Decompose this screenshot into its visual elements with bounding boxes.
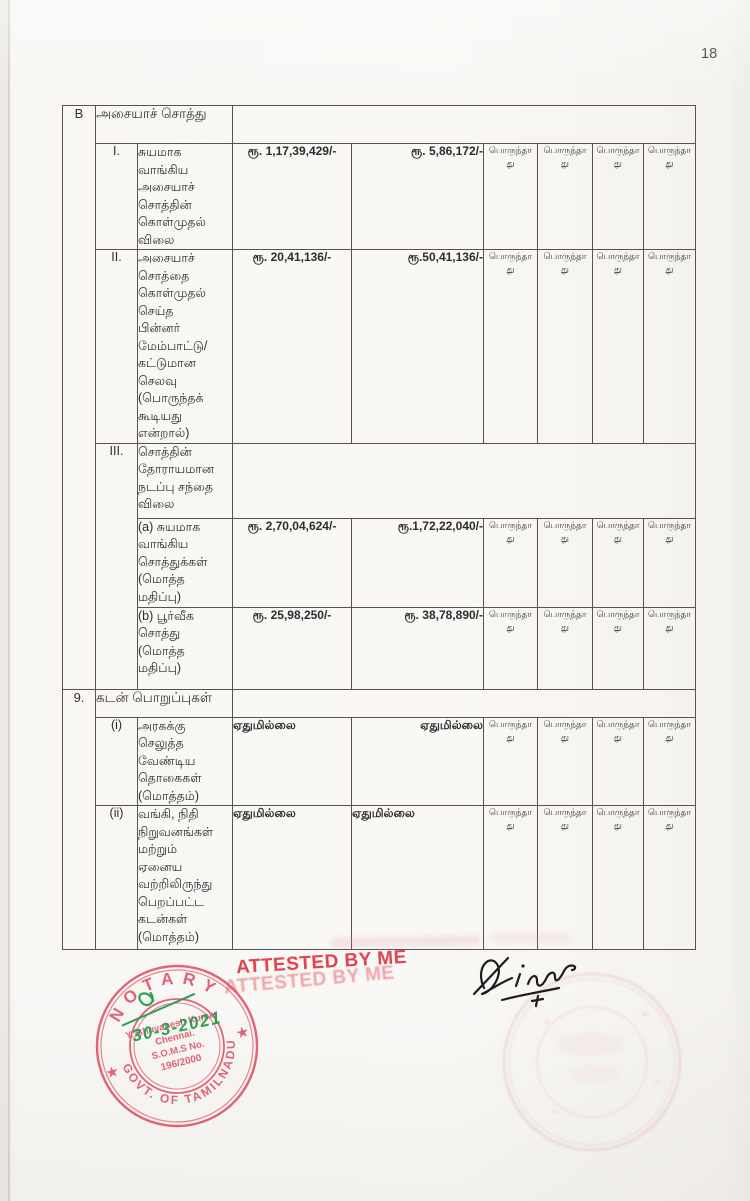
table-row-9i: (i) அரசுக்கு செலுத்த வேண்டிய தொகைகள் (மொ… [63, 716, 697, 806]
section-b-label: B [62, 105, 96, 690]
na-cell: பொருந்தா து [537, 249, 593, 444]
table-row-I: I. சுயமாக வாங்கிய அசையாச் சொத்தின் கொள்ம… [63, 143, 697, 250]
amount-cell: ரூ. 38,78,890/- [351, 606, 484, 690]
na-cell: பொருந்தா து [592, 517, 644, 608]
empty-merged-cell [231, 442, 697, 519]
paper-edge-line [8, 0, 10, 1201]
na-cell: பொருந்தா து [592, 606, 644, 690]
row-index: II. [95, 249, 138, 444]
section-9-title: கடன் பொறுப்புகள் [95, 688, 233, 718]
row-index: (i) [95, 716, 138, 806]
na-cell: பொருந்தா து [483, 716, 538, 806]
na-cell: பொருந்தா து [537, 143, 593, 250]
table-row-III-header: III. சொத்தின் தோராயமான நடப்பு சந்தை விலை [63, 442, 697, 690]
na-cell: பொருந்தா து [537, 805, 593, 950]
row-description: சுயமாக வாங்கிய அசையாச் சொத்தின் கொள்முதல… [137, 143, 233, 250]
na-cell: பொருந்தா து [592, 805, 644, 950]
row-description: அசையாச் சொத்தை கொள்முதல் செய்த பின்னர் ம… [137, 249, 233, 444]
row-index: III. [95, 442, 138, 690]
amount-cell: ஏதுமில்லை [351, 716, 484, 806]
row-description: (a) சுயமாக வாங்கிய சொத்துக்கள் (மொத்த மத… [137, 517, 233, 608]
handwritten-date-text: 30-3-2021 [130, 1008, 223, 1046]
table-row-9ii: (ii) வங்கி, நிதி நிறுவனங்கள் மற்றும் ஏனை… [63, 805, 697, 950]
na-cell: பொருந்தா து [483, 606, 538, 690]
na-cell: பொருந்தா து [592, 716, 644, 806]
na-cell: பொருந்தா து [592, 249, 644, 444]
amount-cell: ரூ. 25,98,250/- [232, 606, 352, 690]
na-cell: பொருந்தா து [537, 716, 593, 806]
table-row-section-b-header: B அசையாச் சொத்து [62, 105, 697, 690]
na-cell: பொருந்தா து [537, 606, 593, 690]
row-description: அரசுக்கு செலுத்த வேண்டிய தொகைகள் (மொத்தம… [137, 716, 233, 806]
na-cell: பொருந்தா து [537, 517, 593, 608]
table-row-section-9-header: 9. கடன் பொறுப்புகள் [62, 688, 697, 950]
page-number: 18 [701, 46, 718, 62]
assets-table-wrapper: B அசையாச் சொத்து I. சுயமாக வாங்கிய அசையா… [62, 105, 697, 950]
row-index: (ii) [95, 805, 138, 950]
faint-circular-stamp [502, 972, 682, 1152]
amount-cell: ஏதுமில்லை [232, 805, 352, 950]
row-description: (b) பூர்வீக சொத்து (மொத்த மதிப்பு) [137, 606, 233, 690]
na-cell: பொருந்தா து [642, 517, 697, 608]
paper-edge-shade [0, 0, 8, 1201]
empty-merged-cell [231, 105, 697, 144]
amount-cell: ரூ.1,72,22,040/- [351, 517, 484, 608]
amount-cell: ஏதுமில்லை [232, 716, 352, 806]
section-9-label: 9. [62, 688, 96, 950]
na-cell: பொருந்தா து [642, 716, 697, 806]
notary-stamp: NOTARY GOVT. OF TAMILNADU ★ ★ Y. Bhuvane… [95, 961, 259, 1128]
row-description: சொத்தின் தோராயமான நடப்பு சந்தை விலை [137, 442, 233, 519]
row-description: வங்கி, நிதி நிறுவனங்கள் மற்றும் ஏனைய வற்… [137, 805, 233, 950]
na-cell: பொருந்தா து [642, 249, 697, 444]
amount-cell: ரூ. 5,86,172/- [351, 143, 484, 250]
notary-star-right: ★ [235, 1023, 250, 1040]
table-row-IIIa: (a) சுயமாக வாங்கிய சொத்துக்கள் (மொத்த மத… [63, 517, 697, 608]
amount-cell: ரூ.50,41,136/- [351, 249, 484, 444]
na-cell: பொருந்தா து [483, 143, 538, 250]
amount-cell: ரூ. 2,70,04,624/- [232, 517, 352, 608]
section-b-title: அசையாச் சொத்து [95, 105, 233, 144]
na-cell: பொருந்தா து [642, 805, 697, 950]
amount-cell: ஏதுமில்லை [351, 805, 484, 950]
table-row-II: II. அசையாச் சொத்தை கொள்முதல் செய்த பின்ன… [63, 249, 697, 444]
na-cell: பொருந்தா து [592, 143, 644, 250]
handwritten-date: 30-3-2021 [121, 991, 223, 1046]
na-cell: பொருந்தா து [642, 606, 697, 690]
signature [472, 956, 577, 1008]
row-index: I. [95, 143, 138, 250]
amount-cell: ரூ. 20,41,136/- [232, 249, 352, 444]
notary-star-left: ★ [105, 1063, 120, 1080]
empty-merged-cell [231, 688, 697, 718]
na-cell: பொருந்தா து [483, 517, 538, 608]
table-row-IIIb: (b) பூர்வீக சொத்து (மொத்த மதிப்பு) ரூ. 2… [63, 606, 697, 690]
na-cell: பொருந்தா து [642, 143, 697, 250]
na-cell: பொருந்தா து [483, 249, 538, 444]
na-cell: பொருந்தா து [483, 805, 538, 950]
assets-and-liabilities-table: B அசையாச் சொத்து I. சுயமாக வாங்கிய அசையா… [62, 105, 697, 950]
amount-cell: ரூ. 1,17,39,429/- [232, 143, 352, 250]
